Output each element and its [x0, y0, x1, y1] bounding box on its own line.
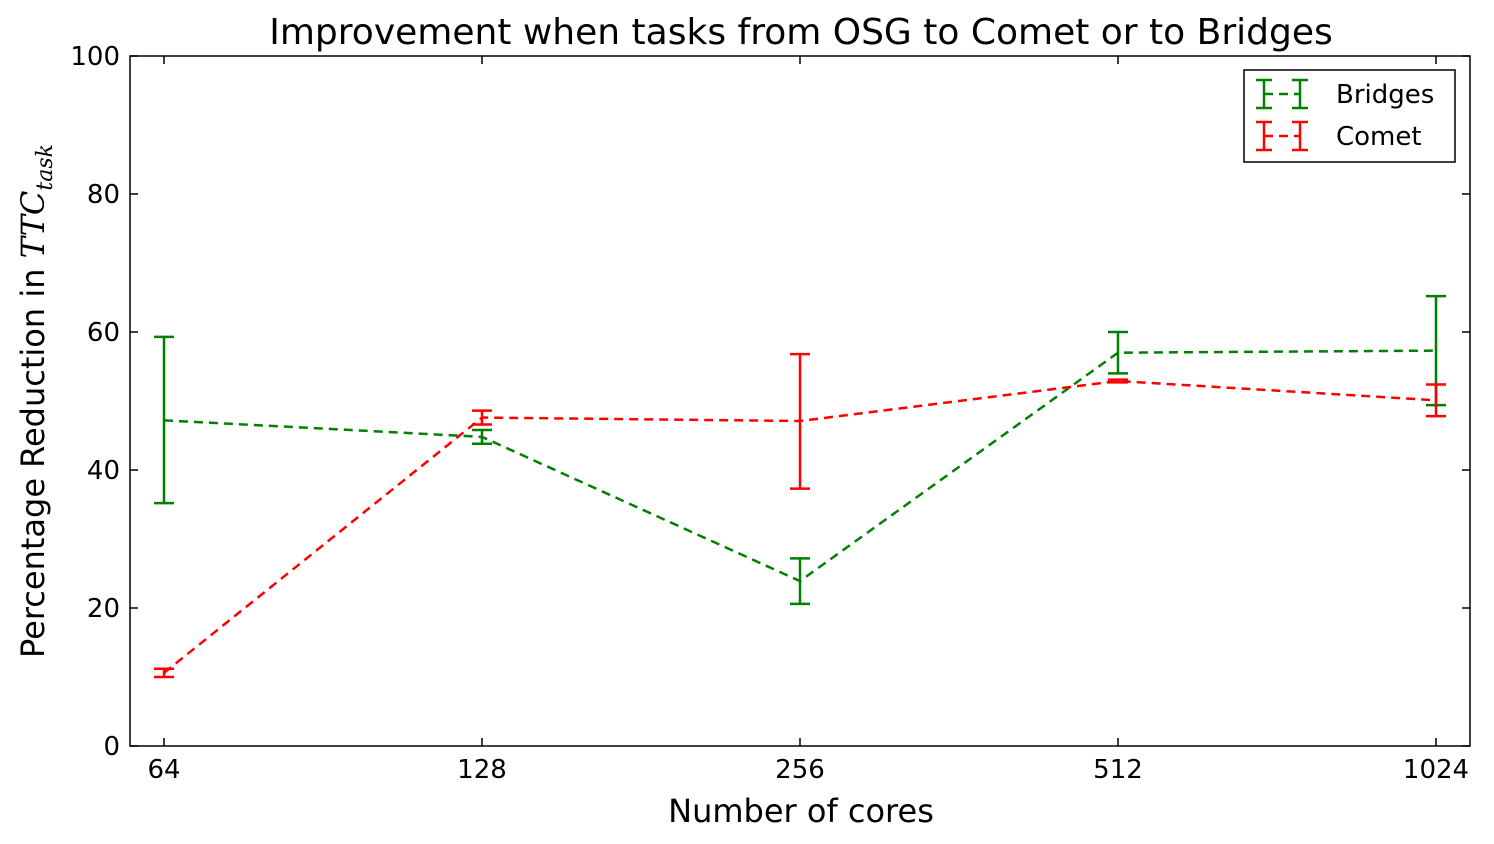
- series-layer: [154, 294, 1446, 679]
- legend-entry-bridges: Bridges: [1256, 78, 1434, 110]
- y-tick-label: 80: [87, 180, 120, 210]
- y-axis-label-math: TTC: [14, 191, 52, 259]
- y-tick-label: 100: [70, 42, 120, 72]
- legend-box: [1243, 69, 1456, 163]
- y-tick-label: 0: [103, 732, 120, 762]
- legend-label: Comet: [1336, 122, 1422, 152]
- x-tick-label: 512: [1093, 755, 1143, 785]
- x-axis: 64 128 256 512 1024: [147, 56, 1469, 785]
- x-tick-label: 64: [147, 755, 180, 785]
- y-axis: 0 20 40 60 80 100: [70, 42, 1470, 762]
- chart-title: Improvement when tasks from OSG to Comet…: [269, 12, 1333, 53]
- y-tick-label: 20: [87, 594, 120, 624]
- legend: Bridges Comet: [1243, 69, 1456, 163]
- legend-entry-comet: Comet: [1256, 120, 1422, 152]
- y-axis-label: Percentage Reduction in TTCtask: [14, 144, 58, 658]
- x-tick-label: 256: [775, 755, 825, 785]
- y-axis-label-text: Percentage Reduction in: [14, 258, 52, 658]
- y-tick-label: 40: [87, 456, 120, 486]
- x-tick-label: 1024: [1403, 755, 1469, 785]
- legend-label: Bridges: [1336, 80, 1434, 110]
- x-tick-label: 128: [457, 755, 507, 785]
- series-bridges: [154, 294, 1446, 606]
- y-axis-label-math-sub: task: [33, 144, 58, 191]
- x-axis-label: Number of cores: [668, 792, 934, 830]
- y-tick-label: 60: [87, 318, 120, 348]
- series-comet: [154, 352, 1446, 679]
